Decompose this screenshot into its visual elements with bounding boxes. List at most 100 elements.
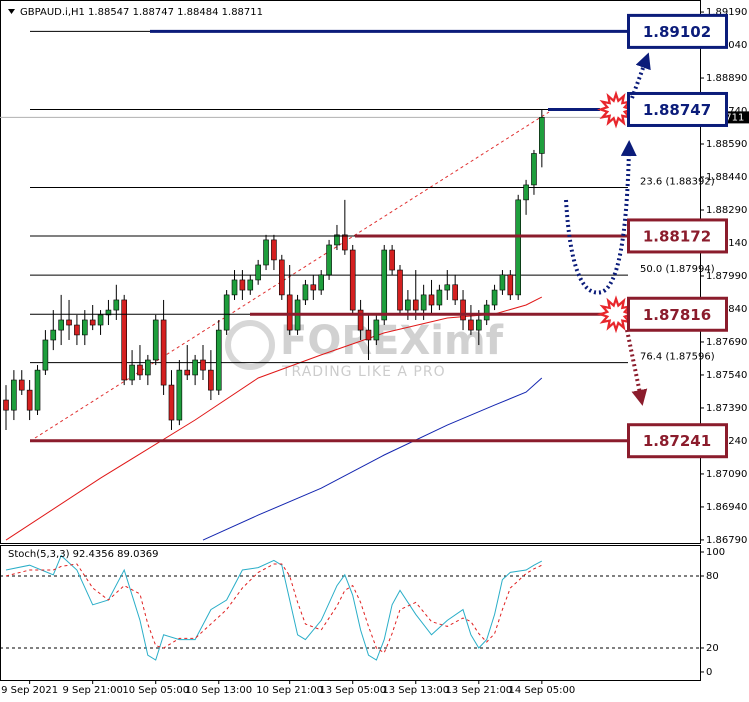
- stoch-title: Stoch(5,3,3) 92.4356 89.0369: [8, 549, 159, 560]
- candle-body: [89, 319, 96, 326]
- candle-body: [200, 359, 206, 371]
- candle-body: [66, 319, 72, 326]
- y-tick-label: 1.88290: [706, 205, 747, 216]
- candle-body: [286, 294, 293, 331]
- x-tick-label: 10 Sep 21:00: [256, 685, 323, 696]
- candle-body: [239, 279, 246, 291]
- candle-body: [412, 299, 419, 311]
- candle-body: [255, 264, 261, 281]
- moving-average: [5, 296, 543, 541]
- arrow-up: [630, 52, 651, 99]
- candle-body: [271, 239, 277, 261]
- starburst-inner: [604, 97, 628, 122]
- candle-body: [468, 319, 474, 331]
- y-tick-label: 100: [706, 547, 725, 558]
- candle-body: [460, 299, 466, 321]
- stoch-line: [5, 554, 543, 661]
- candle-body: [310, 284, 317, 291]
- candle-body: [42, 339, 49, 371]
- candle-body: [58, 319, 64, 331]
- candle-body: [3, 399, 9, 411]
- plot: 1.867901.869401.870901.872401.873901.875…: [0, 7, 749, 696]
- candle-body: [192, 359, 198, 376]
- candle-body: [129, 364, 135, 381]
- candle-body: [444, 284, 451, 291]
- candle-body: [389, 249, 395, 271]
- y-tick-label: 0: [706, 667, 712, 678]
- candle-body: [176, 369, 183, 421]
- menu-icon[interactable]: [8, 9, 15, 14]
- candle-body: [428, 294, 435, 306]
- candle-body: [365, 329, 372, 341]
- y-tick-label: 1.87690: [706, 337, 747, 348]
- candle-body: [215, 329, 222, 391]
- level-label: 1.88172: [643, 227, 711, 245]
- level-label: 1.87816: [643, 306, 711, 324]
- candle-body: [97, 314, 104, 326]
- fib-label: 76.4 (1.87596): [640, 352, 715, 363]
- candle-body: [531, 153, 537, 186]
- x-tick-label: 10 Sep 05:00: [122, 685, 189, 696]
- candle-body: [357, 309, 364, 331]
- candle-body: [160, 319, 167, 386]
- candle-body: [326, 244, 332, 276]
- candle-body: [50, 329, 57, 341]
- candle-body: [302, 284, 309, 301]
- candle-body: [475, 319, 482, 331]
- candle-body: [342, 234, 348, 251]
- candle-body: [152, 319, 159, 361]
- candle-body: [515, 199, 522, 296]
- candle-body: [263, 239, 269, 266]
- candle-body: [420, 294, 427, 311]
- candle-body: [105, 309, 112, 316]
- x-tick-label: 9 Sep 2021: [1, 685, 58, 696]
- candle-body: [483, 304, 490, 321]
- candle-body: [208, 369, 214, 391]
- candle-body: [381, 249, 388, 321]
- level-box: [627, 13, 728, 49]
- level-box: [627, 91, 728, 127]
- candle-body: [121, 299, 127, 381]
- level-label: 1.89102: [643, 23, 711, 41]
- candle-body: [137, 364, 143, 376]
- candle-body: [247, 279, 254, 291]
- y-tick-label: 1.87990: [706, 271, 747, 282]
- x-tick-label: 10 Sep 13:00: [185, 685, 252, 696]
- candle-body: [74, 324, 80, 336]
- chart-header: GBPAUD.i,H1 1.88547 1.88747 1.88484 1.88…: [20, 7, 263, 18]
- candle-body: [82, 319, 88, 336]
- y-tick-label: 1.88890: [706, 73, 747, 84]
- y-tick-label: 1.87090: [706, 469, 747, 480]
- fib-label: 23.6 (1.88392): [640, 177, 715, 188]
- candle-body: [507, 274, 514, 296]
- candle-body: [168, 384, 175, 421]
- y-tick-label: 1.86790: [706, 535, 747, 546]
- level-box: [627, 218, 728, 254]
- y-tick-label: 1.88440: [706, 172, 747, 183]
- level-label: 1.88747: [643, 101, 711, 119]
- arrow-down: [625, 329, 648, 406]
- level-box: [627, 296, 728, 332]
- candle-body: [499, 274, 506, 291]
- stoch-line: [5, 563, 543, 654]
- y-tick-label: 1.86940: [706, 502, 747, 513]
- candle-body: [231, 279, 238, 296]
- level-label: 1.87241: [643, 432, 711, 450]
- watermark-logo: [225, 320, 275, 370]
- candle-body: [523, 184, 529, 201]
- x-tick-label: 9 Sep 21:00: [62, 685, 122, 696]
- candle-body: [436, 289, 443, 306]
- level-box: [627, 423, 728, 459]
- candle-body: [184, 369, 191, 376]
- candle-body: [11, 379, 17, 411]
- starburst-inner: [604, 302, 628, 327]
- x-tick-label: 13 Sep 05:00: [319, 685, 386, 696]
- candle-body: [18, 379, 25, 391]
- candle-body: [491, 289, 498, 306]
- candle-body: [34, 369, 41, 411]
- candle-body: [373, 319, 380, 341]
- candle-body: [334, 234, 340, 246]
- y-tick-label: 1.87540: [706, 370, 747, 381]
- candle-body: [405, 299, 411, 311]
